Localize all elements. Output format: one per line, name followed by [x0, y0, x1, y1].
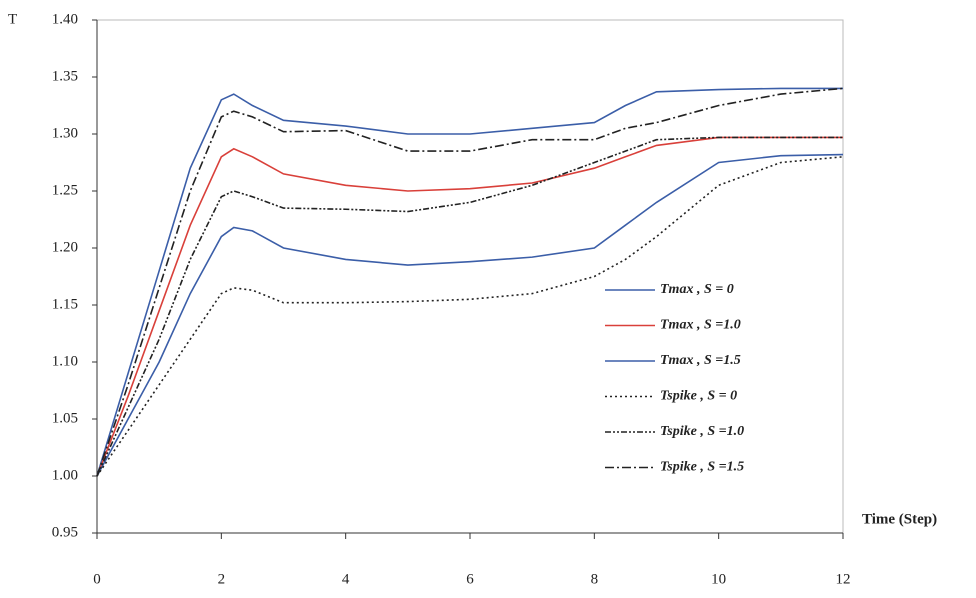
- y-tick-label: 1.05: [52, 410, 78, 426]
- series-line: [96, 87, 843, 477]
- x-axis-label: Time (Step): [862, 511, 937, 527]
- plot-frame: [96, 19, 844, 534]
- y-tick-label: 1.20: [52, 239, 78, 255]
- y-tick-label: 0.95: [52, 524, 78, 540]
- y-tick-label: 1.00: [52, 467, 78, 483]
- series-line: [96, 87, 844, 477]
- series-line: [96, 136, 843, 477]
- x-tick-label: 10: [711, 571, 726, 587]
- series-line: [96, 156, 844, 477]
- x-tick-label: 4: [342, 571, 350, 587]
- y-tick-label: 1.30: [52, 125, 78, 141]
- legend-label: Tspike , S =1.0: [660, 424, 744, 439]
- legend-label: Tspike , S =1.5: [660, 460, 744, 475]
- legend-label: Tmax , S =1.0: [660, 318, 741, 333]
- y-tick-label: 1.15: [52, 296, 78, 312]
- legend-label: Tmax , S = 0: [660, 282, 734, 297]
- series-line: [96, 136, 843, 477]
- x-tick-label: 2: [218, 571, 226, 587]
- y-tick-label: 1.25: [52, 182, 78, 198]
- y-tick-label: 1.10: [52, 353, 78, 369]
- legend-label: Tmax , S =1.5: [660, 353, 741, 368]
- y-axis-label: T: [8, 11, 17, 27]
- y-tick-label: 1.35: [52, 68, 78, 84]
- x-tick-label: 6: [466, 571, 474, 587]
- x-tick-label: 8: [591, 571, 599, 587]
- x-tick-label: 12: [836, 571, 851, 587]
- y-tick-label: 1.40: [52, 11, 78, 27]
- legend-label: Tspike , S = 0: [660, 389, 737, 404]
- x-tick-label: 0: [93, 571, 101, 587]
- series-line: [96, 153, 844, 477]
